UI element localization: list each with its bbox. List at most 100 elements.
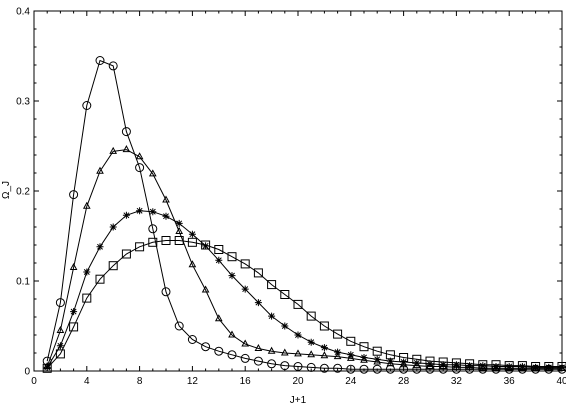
data-point-star	[254, 299, 262, 307]
data-point-triangle	[175, 226, 184, 234]
y-tick-label: 0.4	[16, 7, 30, 18]
data-point-square	[399, 353, 409, 362]
data-point-square	[372, 346, 382, 356]
data-point-triangle	[109, 146, 118, 154]
data-point-triangle	[346, 353, 355, 361]
data-point-star	[334, 348, 342, 356]
series-4	[42, 236, 566, 373]
data-point-star	[466, 362, 474, 370]
data-point-triangle	[69, 262, 78, 270]
data-point-square	[293, 299, 303, 309]
data-point-square	[55, 349, 65, 359]
y-tick-label: 0.3	[16, 97, 30, 108]
x-tick-label: 24	[345, 376, 357, 387]
data-point-circle	[346, 364, 356, 374]
x-tick-label: 40	[556, 376, 566, 387]
data-point-square	[135, 242, 145, 252]
data-point-star	[188, 230, 196, 238]
data-point-square	[319, 321, 329, 331]
data-point-star	[294, 331, 302, 339]
data-point-circle	[95, 56, 105, 65]
data-point-triangle	[148, 169, 157, 177]
data-point-circle	[135, 163, 145, 173]
x-axis-label: J+1	[290, 395, 307, 406]
data-point-circle	[385, 364, 395, 374]
data-point-triangle	[56, 325, 65, 333]
data-point-star	[545, 363, 553, 371]
data-point-triangle	[333, 352, 342, 360]
data-point-star	[149, 208, 157, 216]
data-point-circle	[359, 364, 369, 374]
data-point-circle	[187, 335, 197, 344]
data-point-circle	[214, 346, 224, 356]
data-point-triangle	[201, 285, 210, 293]
data-point-circle	[148, 224, 158, 234]
data-point-star	[360, 354, 368, 361]
data-point-circle	[227, 350, 237, 360]
data-point-star	[347, 351, 355, 359]
data-point-circle	[293, 362, 303, 371]
plot-frame	[33, 10, 563, 372]
data-point-triangle	[188, 260, 197, 268]
data-point-star	[215, 256, 223, 264]
data-point-star	[518, 363, 526, 370]
data-point-star	[452, 361, 460, 369]
series-line	[46, 59, 562, 370]
data-point-star	[281, 322, 289, 330]
data-point-triangle	[267, 346, 276, 354]
data-point-star	[386, 357, 394, 365]
data-point-square	[557, 362, 566, 371]
data-point-star	[122, 211, 130, 219]
data-point-star	[202, 242, 210, 250]
data-point-star	[268, 312, 276, 320]
data-point-square	[544, 362, 554, 371]
data-point-circle	[174, 321, 184, 331]
data-point-triangle	[228, 330, 236, 338]
data-point-square	[121, 249, 131, 259]
data-point-square	[267, 280, 277, 290]
data-point-circle	[82, 101, 92, 110]
data-point-square	[451, 358, 461, 368]
data-point-star	[492, 363, 500, 370]
data-point-square	[42, 363, 52, 373]
data-point-square	[174, 236, 184, 245]
data-point-star	[320, 344, 328, 352]
data-point-star	[505, 363, 513, 370]
x-tick-label: 12	[187, 376, 199, 387]
data-point-star	[136, 207, 144, 215]
data-point-square	[240, 259, 250, 269]
data-point-square	[253, 268, 263, 278]
data-point-star	[83, 268, 91, 276]
y-tick-label: 0	[24, 367, 30, 378]
data-point-square	[478, 360, 488, 370]
data-point-star	[162, 212, 170, 220]
data-point-circle	[280, 361, 290, 371]
data-point-triangle	[135, 152, 144, 160]
data-point-square	[161, 236, 171, 245]
data-point-circle	[267, 359, 277, 369]
x-tick-label: 28	[398, 376, 410, 387]
data-point-square	[465, 359, 475, 369]
data-point-triangle	[162, 195, 170, 203]
data-point-circle	[319, 363, 329, 373]
data-point-square	[227, 252, 237, 262]
data-point-star	[307, 338, 315, 346]
data-point-circle	[161, 287, 171, 297]
data-point-circle	[55, 298, 65, 308]
data-point-square	[69, 322, 79, 332]
y-axis-ticks: 0 0.1 0.2 0.3 0.4	[16, 7, 562, 378]
series-line	[46, 149, 562, 369]
data-point-triangle	[320, 351, 329, 359]
x-tick-label: 8	[137, 376, 143, 387]
data-point-circle	[333, 363, 343, 373]
data-point-square	[306, 311, 316, 321]
data-point-square	[385, 350, 395, 360]
data-point-star	[439, 361, 447, 369]
data-point-square	[214, 245, 224, 254]
data-point-triangle	[241, 339, 250, 347]
y-axis-label: Ω_J	[1, 181, 12, 199]
data-point-square	[504, 361, 514, 371]
series-1	[42, 56, 566, 374]
data-point-square	[82, 293, 92, 303]
